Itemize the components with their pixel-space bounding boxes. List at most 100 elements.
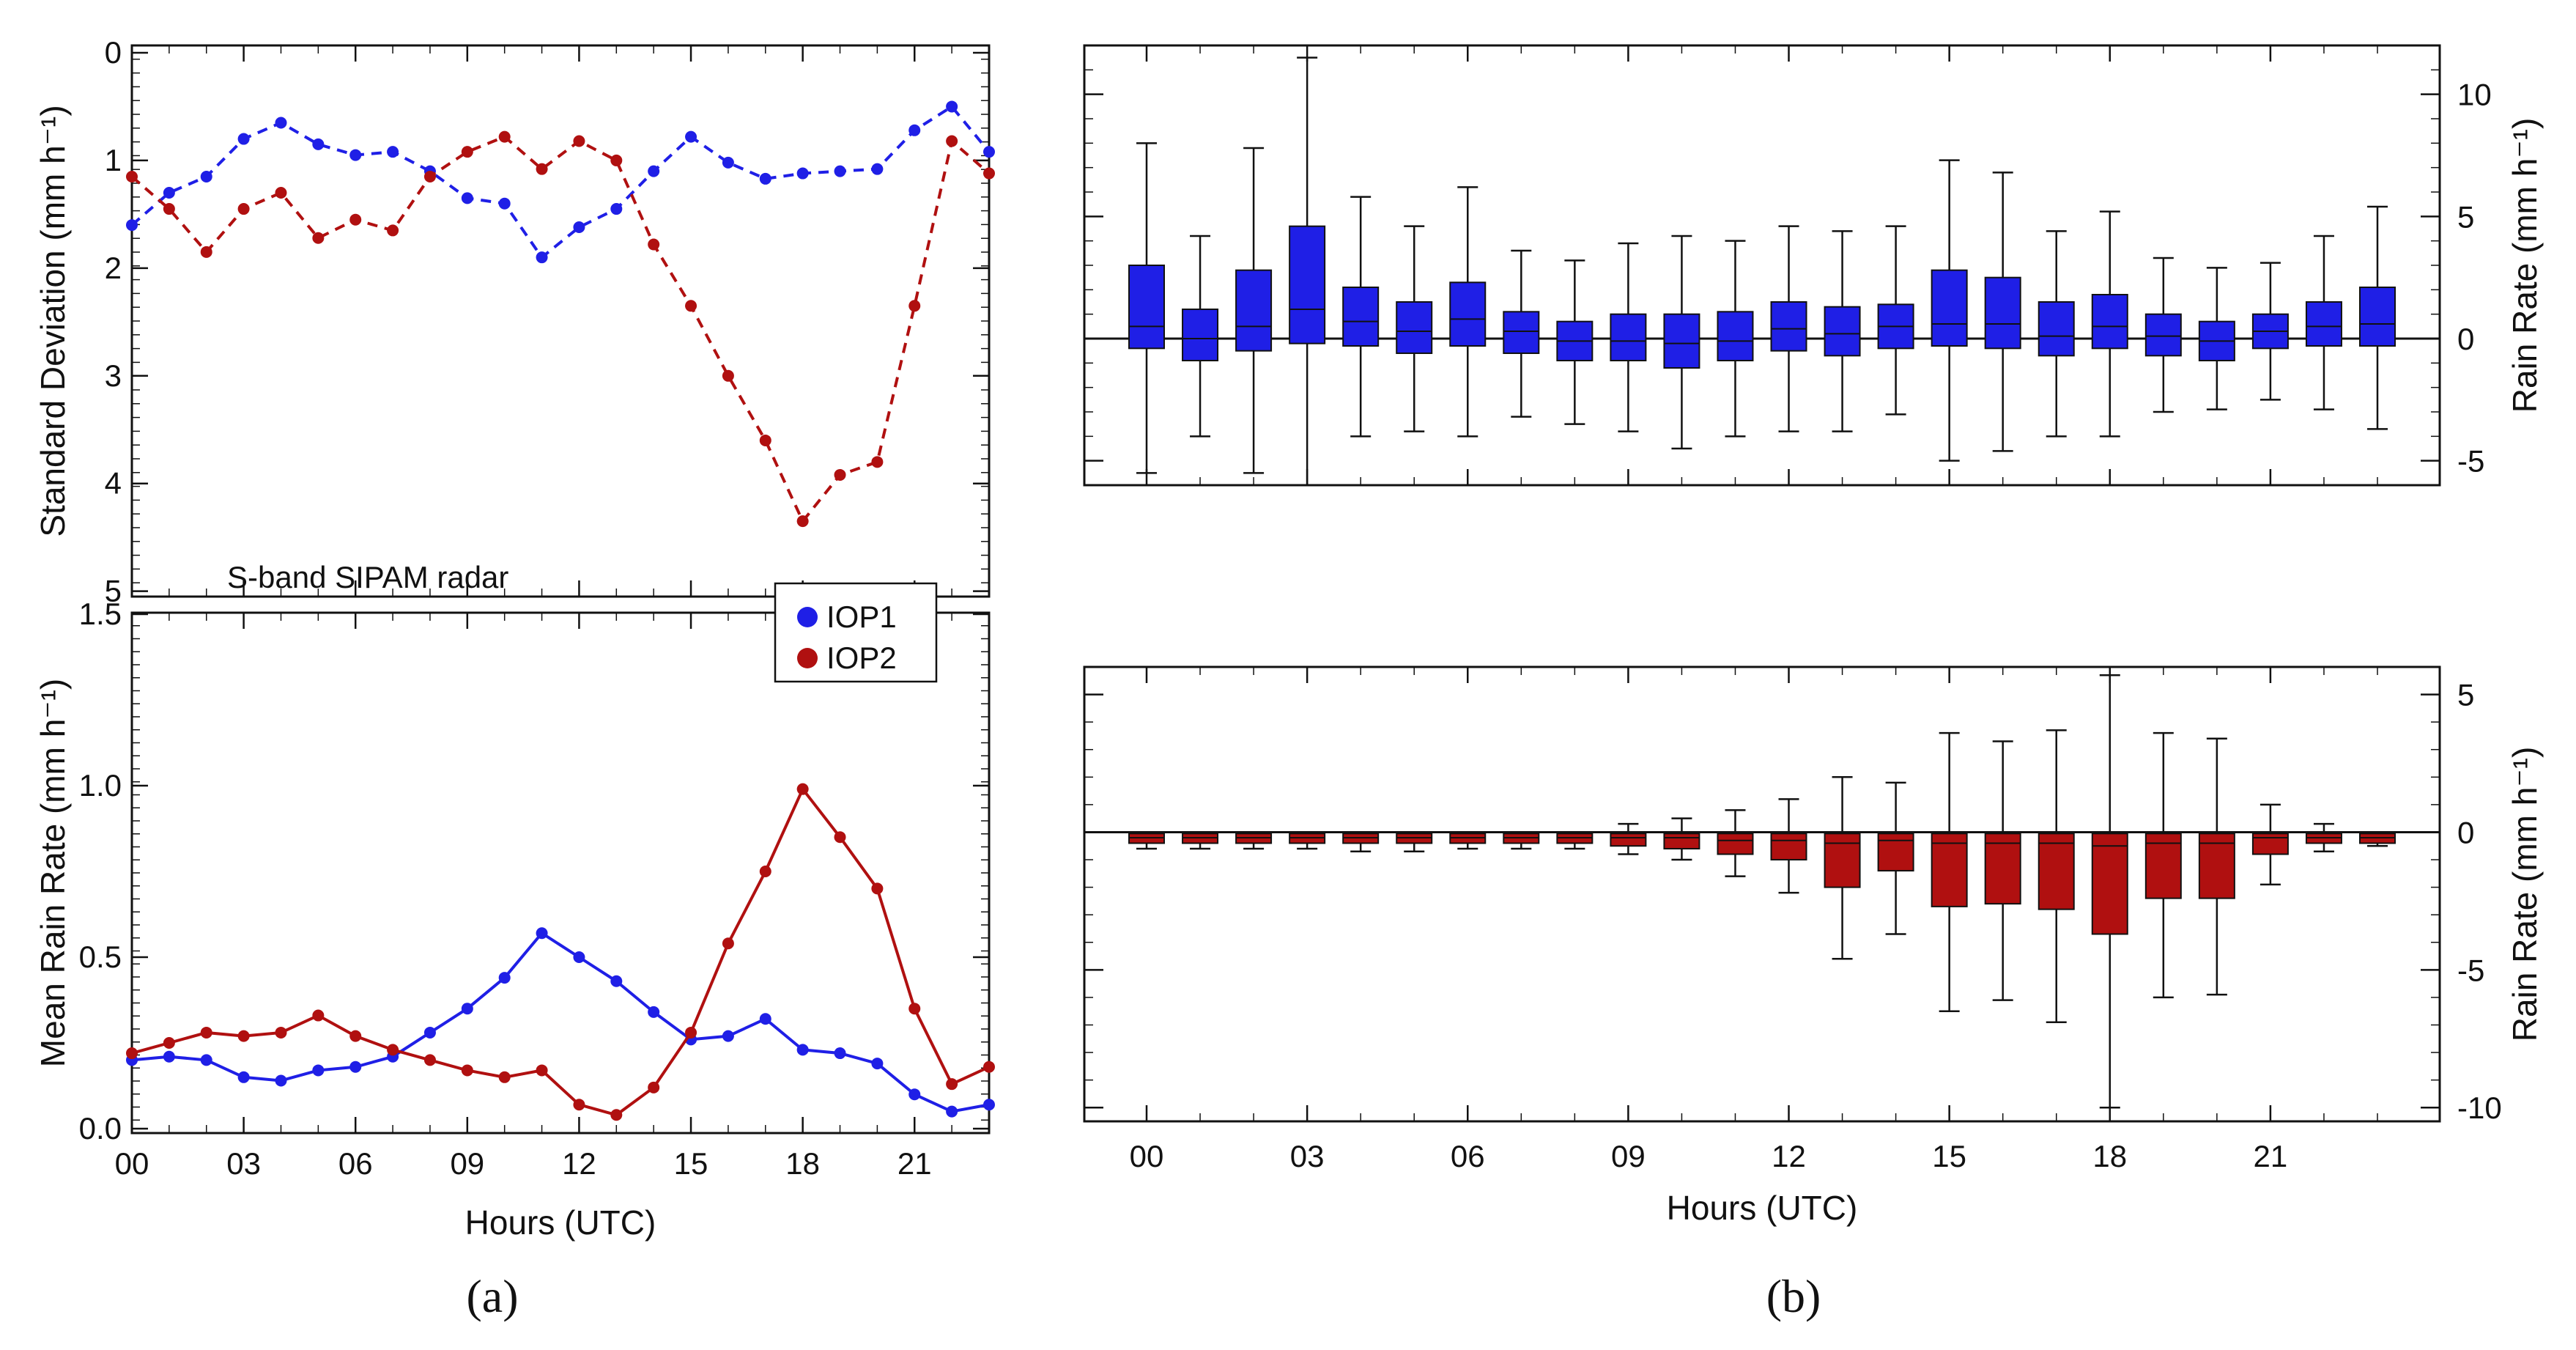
data-point-iop1 <box>610 203 623 215</box>
data-point-iop2 <box>908 300 921 312</box>
data-point-iop1 <box>983 1099 995 1111</box>
data-point-iop1 <box>796 1044 809 1056</box>
data-point-iop1 <box>498 972 511 984</box>
x-tick-label: 00 <box>115 1146 149 1181</box>
series-line-iop1 <box>130 104 991 260</box>
box-4 <box>1342 287 1380 347</box>
box-18 <box>2091 833 2128 935</box>
y-tick-label: 3 <box>105 358 122 393</box>
box-11 <box>1717 833 1754 855</box>
data-point-iop2 <box>685 1026 697 1039</box>
box-21 <box>2251 833 2289 855</box>
data-point-iop1 <box>312 1064 325 1077</box>
data-point-iop1 <box>871 163 884 175</box>
x-tick-label: 18 <box>785 1146 820 1181</box>
x-tick-label: 12 <box>562 1146 596 1181</box>
legend-iop2-marker <box>797 648 818 668</box>
data-point-iop1 <box>200 1054 212 1066</box>
box-23 <box>2359 287 2396 347</box>
panel-a-top-ylabel: Standard Deviation (mm h⁻¹) <box>34 105 72 536</box>
panel-b-bottom-frame <box>1083 665 2441 1123</box>
y-tick-label: 1 <box>105 143 122 177</box>
panel-a-bottom-frame <box>130 611 991 1135</box>
data-point-iop2 <box>312 232 325 244</box>
data-point-iop1 <box>834 165 846 177</box>
box-17 <box>2038 833 2075 910</box>
box-1 <box>1182 309 1219 361</box>
y-tick-label: 5 <box>2457 199 2474 234</box>
data-point-iop2 <box>908 1003 921 1015</box>
legend-iop1-label: IOP1 <box>826 600 897 634</box>
data-point-iop2 <box>126 170 138 182</box>
data-point-iop1 <box>648 1006 660 1018</box>
y-tick-label: 5 <box>2457 678 2474 712</box>
y-tick-label: 5 <box>105 574 122 608</box>
x-tick-label: 06 <box>338 1146 373 1181</box>
series-line-iop2 <box>130 135 991 524</box>
data-point-iop1 <box>796 167 809 180</box>
series-line-iop1 <box>131 931 990 1113</box>
data-point-iop1 <box>349 1061 362 1073</box>
data-point-iop2 <box>685 300 697 312</box>
box-17 <box>2038 301 2075 357</box>
box-14 <box>1877 833 1914 872</box>
y-tick-label: 0.5 <box>79 940 122 974</box>
y-tick-label: -5 <box>2457 953 2484 987</box>
panel-a-std-dev-chart: 0 1 2 3 4 5 Standard Deviation (mm h⁻¹) S-ban… <box>34 35 995 608</box>
x-tick-label: 03 <box>1290 1139 1325 1173</box>
data-point-iop1 <box>461 1003 473 1015</box>
panel-b-label: (b) <box>1766 1270 1821 1322</box>
box-9 <box>1610 833 1647 847</box>
data-point-iop1 <box>498 197 511 210</box>
box-18 <box>2091 294 2128 350</box>
panel-a-bottom-ylabel: Mean Rain Rate (mm h⁻¹) <box>34 679 72 1067</box>
data-point-iop2 <box>423 170 436 182</box>
data-point-iop1 <box>573 221 585 234</box>
radar-annotation: S-band SIPAM radar <box>227 560 508 594</box>
data-point-iop2 <box>461 1064 473 1077</box>
data-point-iop1 <box>163 1050 175 1063</box>
box-12 <box>1770 301 1807 352</box>
panel-b-top-frame <box>1083 44 2441 487</box>
box-22 <box>2305 301 2342 347</box>
data-point-iop2 <box>983 167 995 180</box>
data-point-iop1 <box>536 927 548 940</box>
data-point-iop1 <box>573 951 585 963</box>
panel-a-mean-rain-chart: 0.0 0.5 1.0 1.5 00 03 06 09 12 15 18 21 Mean Rain R… <box>34 582 995 1242</box>
legend-iop2-label: IOP2 <box>826 641 897 675</box>
panel-a-bottom-ticks: 0.0 0.5 1.0 1.5 00 03 06 09 12 15 18 21 <box>79 597 990 1181</box>
data-point-iop1 <box>871 1058 884 1070</box>
x-tick-label: 18 <box>2092 1139 2127 1173</box>
data-point-iop2 <box>871 882 884 895</box>
y-tick-label: 4 <box>105 466 122 501</box>
series-line-iop2 <box>131 786 990 1117</box>
data-point-iop2 <box>722 369 734 382</box>
x-tick-label: 12 <box>1772 1139 1806 1173</box>
box-2 <box>1235 269 1273 352</box>
x-tick-label: 15 <box>674 1146 708 1181</box>
box-3 <box>1289 225 1326 344</box>
box-12 <box>1770 833 1807 861</box>
data-point-iop1 <box>126 219 138 232</box>
data-point-iop1 <box>685 130 697 143</box>
panel-b-top-boxes <box>1128 56 2396 487</box>
data-point-iop1 <box>759 1013 771 1025</box>
data-point-iop1 <box>946 1105 958 1118</box>
box-5 <box>1396 301 1433 354</box>
data-point-iop1 <box>834 1047 846 1060</box>
panel-b-bottom-ticks: 5 0 -5 -10 00 03 06 09 12 15 18 21 <box>1084 666 2502 1173</box>
box-19 <box>2144 833 2182 899</box>
y-tick-label: 0 <box>2457 322 2474 356</box>
data-point-iop2 <box>387 1044 399 1056</box>
box-16 <box>1984 833 2021 905</box>
data-point-iop1 <box>722 156 734 169</box>
panel-a-top-series <box>126 100 995 528</box>
data-point-iop1 <box>610 975 623 987</box>
x-tick-label: 09 <box>450 1146 484 1181</box>
data-point-iop1 <box>908 1088 921 1101</box>
data-point-iop2 <box>349 1030 362 1042</box>
box-16 <box>1984 276 2021 350</box>
y-tick-label: 0.0 <box>79 1111 122 1146</box>
data-point-iop1 <box>423 1026 436 1039</box>
data-point-iop2 <box>275 1026 287 1039</box>
